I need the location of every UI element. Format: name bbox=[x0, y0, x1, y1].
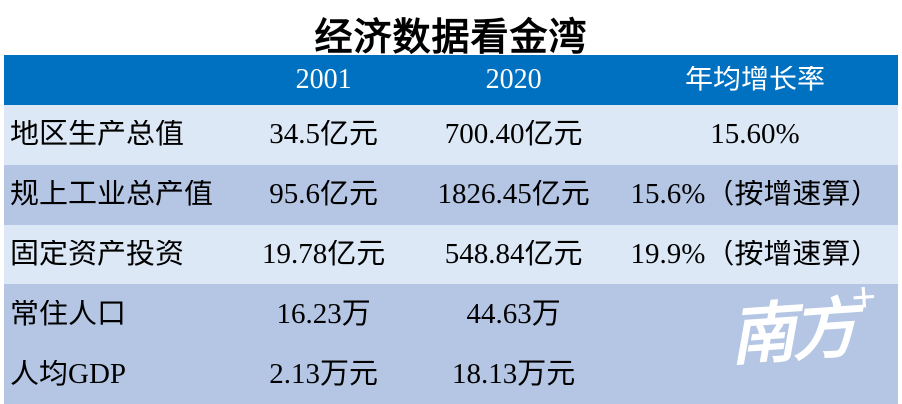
value-2001: 16.23万 bbox=[276, 299, 371, 329]
row-label: 地区生产总值 bbox=[10, 120, 185, 150]
table-header-row: 2001 2020 年均增长率 bbox=[4, 55, 898, 105]
value-2001: 2.13万元 bbox=[269, 359, 378, 389]
value-2020: 1826.45亿元 bbox=[437, 180, 590, 210]
row-label: 人均GDP bbox=[10, 359, 127, 389]
row-label: 常住人口 bbox=[10, 299, 127, 329]
table-row-industrial-output: 规上工业总产值 95.6亿元 1826.45亿元 15.6%（按增速算） bbox=[4, 164, 898, 225]
table-row-resident-population: 常住人口 16.23万 44.63万 bbox=[4, 284, 898, 345]
row-label: 规上工业总产值 bbox=[10, 180, 214, 210]
value-2020: 18.13万元 bbox=[451, 359, 576, 389]
value-growth: 15.6%（按增速算） bbox=[630, 180, 880, 210]
header-cell-2020: 2020 bbox=[485, 66, 542, 94]
economy-data-table: 2001 2020 年均增长率 地区生产总值 34.5亿元 700.40亿元 1… bbox=[4, 55, 898, 404]
header-cell-2001: 2001 bbox=[295, 66, 352, 94]
value-2020: 44.63万 bbox=[466, 299, 561, 329]
value-2020: 548.84亿元 bbox=[444, 239, 583, 269]
page-title: 经济数据看金湾 bbox=[314, 17, 588, 59]
table-row-gdp-per-capita: 人均GDP 2.13万元 18.13万元 bbox=[4, 344, 898, 404]
value-growth: 19.9%（按增速算） bbox=[630, 239, 880, 269]
row-label: 固定资产投资 bbox=[10, 239, 185, 269]
table-row-fixed-asset-investment: 固定资产投资 19.78亿元 548.84亿元 19.9%（按增速算） bbox=[4, 224, 898, 285]
value-2020: 700.40亿元 bbox=[444, 120, 583, 150]
header-cell-growth-rate: 年均增长率 bbox=[684, 66, 825, 94]
value-2001: 19.78亿元 bbox=[261, 239, 386, 269]
value-2001: 95.6亿元 bbox=[269, 180, 378, 210]
table-row-gdp: 地区生产总值 34.5亿元 700.40亿元 15.60% bbox=[4, 105, 898, 165]
value-2001: 34.5亿元 bbox=[269, 120, 378, 150]
value-growth: 15.60% bbox=[710, 120, 800, 150]
